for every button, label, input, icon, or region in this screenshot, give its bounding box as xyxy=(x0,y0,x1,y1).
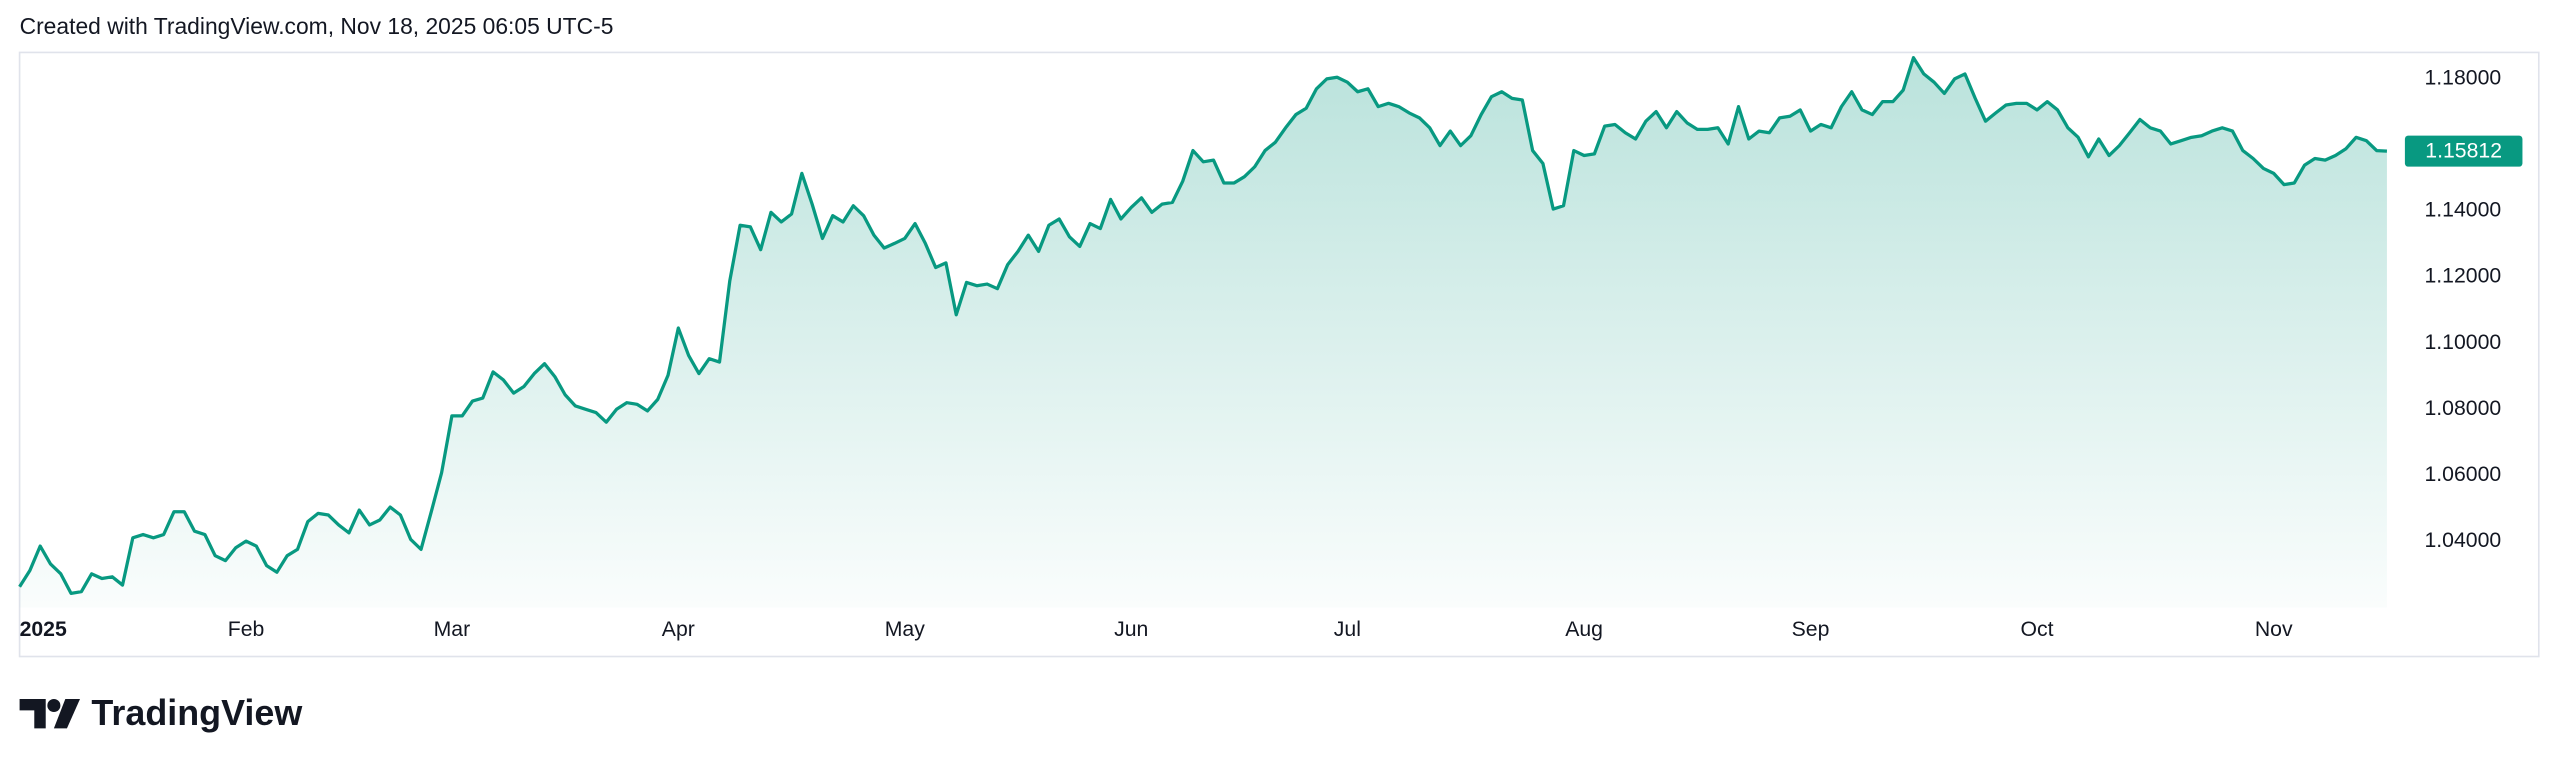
x-tick-label: Nov xyxy=(2255,618,2293,641)
y-tick-label: 1.14000 xyxy=(2424,199,2501,222)
x-tick-label: 2025 xyxy=(20,618,67,641)
chart-frame xyxy=(18,51,2540,658)
logo-text: TradingView xyxy=(91,692,302,733)
last-price-label: 1.15812 xyxy=(2425,140,2502,163)
logo: TradingView xyxy=(19,692,302,733)
x-tick-label: Aug xyxy=(1565,618,1603,641)
y-tick-label: 1.12000 xyxy=(2424,265,2501,288)
logo-icon xyxy=(47,698,61,713)
plot-area: 1.04000 1.06000 1.08000 1.10000 1.12000 1.140… xyxy=(18,56,2523,641)
x-tick-label: Jun xyxy=(1114,618,1148,641)
area-fill xyxy=(19,57,2387,608)
y-tick-label: 1.18000 xyxy=(2424,66,2501,89)
x-tick-label: Jul xyxy=(1334,618,1361,641)
x-tick-label: May xyxy=(885,618,925,641)
logo-icon xyxy=(53,698,80,729)
y-tick-label: 1.06000 xyxy=(2424,463,2501,486)
x-tick-label: Apr xyxy=(662,618,695,641)
x-tick-label: Sep xyxy=(1792,618,1830,641)
x-tick-label: Oct xyxy=(2020,618,2053,641)
y-tick-label: 1.04000 xyxy=(2424,529,2501,552)
y-tick-label: 1.08000 xyxy=(2424,397,2501,420)
x-tick-label: Feb xyxy=(228,618,265,641)
last-price-badge xyxy=(2404,135,2523,167)
logo-icon xyxy=(19,698,46,729)
header-title: Created with TradingView.com, Nov 18, 20… xyxy=(20,13,614,39)
x-tick-label: Mar xyxy=(434,618,471,641)
y-tick-label: 1.10000 xyxy=(2424,331,2501,354)
price-line xyxy=(18,56,2388,595)
